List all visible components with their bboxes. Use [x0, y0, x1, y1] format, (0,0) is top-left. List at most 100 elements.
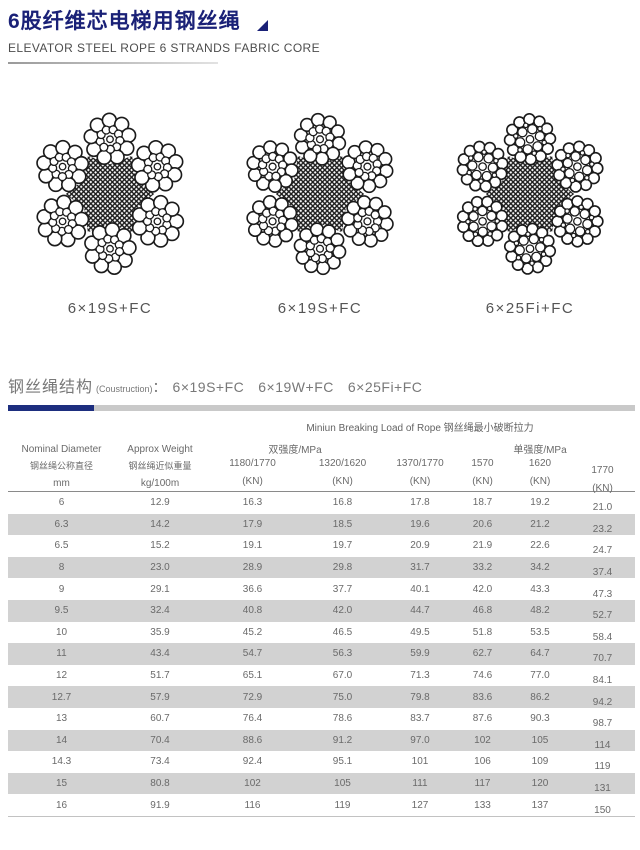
- table-cell: 72.9: [242, 691, 263, 703]
- table-cell: 17.9: [242, 518, 263, 530]
- table-cell: 105: [531, 734, 549, 746]
- table-row: 15 80.8 102 105 111 117 120 131: [8, 772, 635, 795]
- strength-unit: (KN): [332, 476, 353, 487]
- table-cell: 40.1: [410, 583, 430, 595]
- table-cell: 19.6: [410, 518, 430, 530]
- table-row: 6.3 14.2 17.9 18.5 19.6 20.6 21.2 23.2: [8, 513, 635, 536]
- construction-colon: ：: [152, 379, 167, 395]
- construction-item: 6×25Fi+FC: [347, 379, 423, 395]
- strength-grade: 1180/1770: [229, 458, 276, 469]
- table-cell: 83.6: [472, 691, 493, 703]
- strength-column-header: 1320/1620 (KN): [300, 455, 385, 491]
- table-cell: 105: [334, 778, 351, 790]
- table-cell: 16.3: [242, 497, 263, 509]
- section-divider-bar: [8, 405, 635, 411]
- table-cell: 80.8: [150, 778, 170, 790]
- page-title: 6股纤维芯电梯用钢丝绳: [8, 10, 241, 33]
- table-cell: 20.9: [410, 540, 430, 552]
- weight-column-header: Approx Weight 钢丝绳近似重量 kg/100m: [115, 441, 205, 492]
- weight-header-en: Approx Weight: [127, 444, 193, 455]
- table-row: 14.3 73.4 92.4 95.1 101 106 109 119: [8, 751, 635, 773]
- table-cell: 23.2: [592, 523, 613, 535]
- table-cell: 24.7: [592, 545, 613, 557]
- table-cell: 70.4: [150, 734, 170, 746]
- table-cell: 12: [55, 670, 68, 682]
- table-cell: 12.9: [150, 497, 170, 509]
- rope-diagram: 6×25Fi+FC: [428, 98, 632, 317]
- table-row: 6 12.9 16.3 16.8 17.8 18.7 19.2 21.0: [8, 492, 635, 514]
- table-cell: 19.7: [332, 540, 353, 552]
- table-cell: 53.5: [530, 626, 550, 638]
- table-cell: 46.8: [472, 605, 493, 617]
- table-cell: 51.7: [150, 670, 170, 682]
- table-cell: 65.1: [242, 670, 263, 682]
- table-cell: 102: [474, 734, 491, 746]
- table-cell: 19.1: [242, 540, 263, 552]
- table-cell: 64.7: [530, 648, 550, 660]
- table-row: 9.5 32.4 40.8 42.0 44.7 46.8 48.2 52.7: [8, 599, 635, 622]
- table-cell: 8: [58, 562, 65, 574]
- table-cell: 133: [474, 799, 491, 811]
- rope-cross-section-image: [36, 112, 185, 275]
- table-cell: 19.2: [530, 497, 550, 509]
- table-cell: 78.6: [332, 713, 353, 725]
- table-row: 10 35.9 45.2 46.5 49.5 51.8 53.5 58.4: [8, 622, 635, 644]
- single-strength-group-header: 单强度/MPa: [513, 445, 567, 456]
- strength-unit: (KN): [472, 476, 493, 487]
- weight-header-cn: 钢丝绳近似重量: [128, 461, 192, 471]
- strength-column-header: 1770 (KN): [570, 462, 635, 498]
- strength-column-header: 1570 (KN): [455, 455, 510, 491]
- table-cell: 42.0: [332, 605, 353, 617]
- strength-column-headers: 1180/1770 (KN) 1320/1620 (KN) 1370/1770 (KN) 1…: [205, 455, 635, 494]
- table-cell: 34.2: [530, 562, 550, 574]
- table-cell: 12.7: [51, 691, 72, 703]
- table-cell: 95.1: [332, 756, 353, 768]
- table-cell: 15.2: [150, 540, 170, 552]
- table-cell: 10: [55, 626, 68, 638]
- table-cell: 9: [58, 583, 65, 595]
- construction-item: 6×19W+FC: [258, 379, 334, 395]
- diameter-header-cn: 钢丝绳公称直径: [29, 461, 93, 471]
- table-cell: 74.6: [472, 670, 493, 682]
- spec-table: Miniun Breaking Load of Rope 钢丝绳最小破断拉力 双…: [8, 415, 635, 817]
- table-cell: 60.7: [150, 713, 170, 725]
- rope-diagram: 6×19S+FC: [218, 98, 422, 317]
- table-header: Miniun Breaking Load of Rope 钢丝绳最小破断拉力 双…: [8, 415, 635, 494]
- weight-header-unit: kg/100m: [140, 478, 180, 489]
- table-cell: 111: [412, 778, 428, 790]
- table-cell: 47.3: [592, 588, 613, 600]
- table-cell: 13: [55, 713, 68, 725]
- table-cell: 31.7: [410, 562, 430, 574]
- table-cell: 18.7: [472, 497, 493, 509]
- diameter-header-en: Nominal Diameter: [21, 444, 102, 455]
- table-row: 9 29.1 36.6 37.7 40.1 42.0 43.3 47.3: [8, 578, 635, 600]
- table-cell: 120: [531, 778, 549, 790]
- table-cell: 33.2: [472, 562, 493, 574]
- table-cell: 86.2: [530, 691, 550, 703]
- table-cell: 117: [474, 778, 491, 790]
- table-cell: 150: [594, 804, 611, 816]
- strength-grade: 1570: [471, 458, 494, 469]
- table-cell: 67.0: [332, 670, 353, 682]
- table-cell: 29.8: [332, 562, 353, 574]
- table-cell: 35.9: [150, 626, 170, 638]
- table-cell: 70.7: [592, 653, 613, 665]
- table-cell: 92.4: [242, 756, 263, 768]
- table-cell: 102: [244, 778, 261, 790]
- table-row: 11 43.4 54.7 56.3 59.9 62.7 64.7 70.7: [8, 643, 635, 665]
- table-cell: 16: [55, 799, 68, 811]
- table-cell: 45.2: [242, 626, 263, 638]
- strength-unit: (KN): [409, 476, 431, 487]
- table-cell: 119: [334, 799, 351, 811]
- diameter-header-unit: mm: [53, 478, 70, 489]
- table-cell: 36.6: [242, 583, 263, 595]
- page-header: 6股纤维芯电梯用钢丝绳 ELEVATOR STEEL ROPE 6 STRAND…: [0, 0, 640, 64]
- table-cell: 49.5: [410, 626, 430, 638]
- strength-unit: (KN): [529, 476, 551, 487]
- table-cell: 114: [594, 739, 611, 751]
- table-cell: 91.9: [150, 799, 170, 811]
- table-row: 14 70.4 88.6 91.2 97.0 102 105 114: [8, 729, 635, 752]
- table-cell: 79.8: [410, 691, 430, 703]
- rope-cross-section-image: [246, 112, 394, 276]
